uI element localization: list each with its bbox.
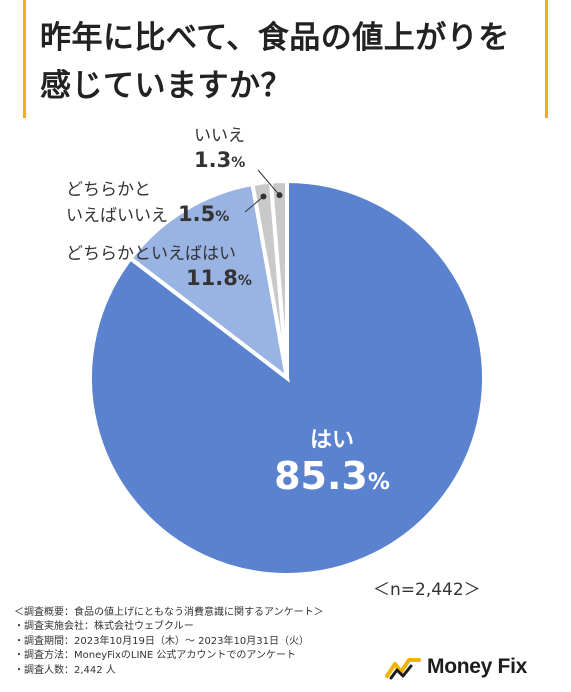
pie-slice-1 — [127, 181, 290, 383]
slice-label-dochira-hai-pct: 11.8% — [186, 266, 252, 290]
slice-label-dochira-iie: どちらかと いえばいいえ 1.5% — [66, 178, 229, 228]
survey-notes: ＜調査概要：食品の値上げにともなう消費意識に関するアンケート＞ ・調査実施会社：… — [14, 606, 324, 678]
brand-name: Money Fix — [427, 655, 527, 678]
slice-label-dochira-hai-unit: % — [237, 273, 252, 289]
note-line: ・調査方法：MoneyFixのLINE 公式アカウントでのアンケート — [14, 650, 296, 662]
note-line: ・調査実施会社：株式会社ウェブクルー — [14, 621, 194, 633]
slice-label-dochira-iie-unit: % — [215, 209, 230, 225]
slice-label-iie-text: いいえ — [194, 126, 245, 146]
leader-lines — [244, 169, 283, 213]
slice-label-hai-unit: % — [367, 470, 390, 495]
pie-slices — [88, 178, 486, 577]
slice-label-iie: いいえ 1.3% — [194, 124, 245, 172]
note-line: ・調査人数：2,442 人 — [14, 664, 116, 676]
slice-label-hai-value: 85.3 — [274, 454, 368, 498]
pie-slice-3 — [268, 178, 289, 379]
note-line: ・調査期間：2023年10月19日（木）～ 2023年10月31日（火） — [14, 635, 309, 647]
brand-logo: Money Fix — [385, 653, 527, 681]
slice-label-iie-unit: % — [231, 155, 246, 171]
note-line: ＜調査概要：食品の値上げにともなう消費意識に関するアンケート＞ — [14, 607, 324, 618]
slice-label-dochira-hai-text: どちらかといえばはい — [66, 244, 236, 264]
moneyfix-logo-icon — [385, 658, 421, 680]
title-right-rule — [545, 0, 548, 118]
slice-label-hai-text: はい — [309, 428, 354, 453]
sample-size: ＜n=2,442＞ — [373, 580, 481, 600]
slice-label-dochira-iie-line2: いえばいいえ — [66, 206, 168, 226]
slice-label-dochira-iie-value: 1.5 — [178, 202, 216, 226]
slice-label-hai: はい 85.3% — [272, 422, 392, 498]
title-left-rule — [23, 0, 26, 118]
chart-title: 昨年に比べて、食品の値上がりを感じていますか？ — [40, 20, 510, 104]
slice-label-dochira-hai-value: 11.8 — [186, 266, 238, 290]
slice-label-iie-value: 1.3 — [194, 148, 232, 172]
slice-label-dochira-iie-line1: どちらかと — [66, 180, 151, 200]
slice-label-dochira-hai: どちらかといえばはい — [66, 242, 236, 266]
leader-iie-line — [257, 169, 280, 196]
leader-dochira-iie-line — [244, 196, 264, 213]
